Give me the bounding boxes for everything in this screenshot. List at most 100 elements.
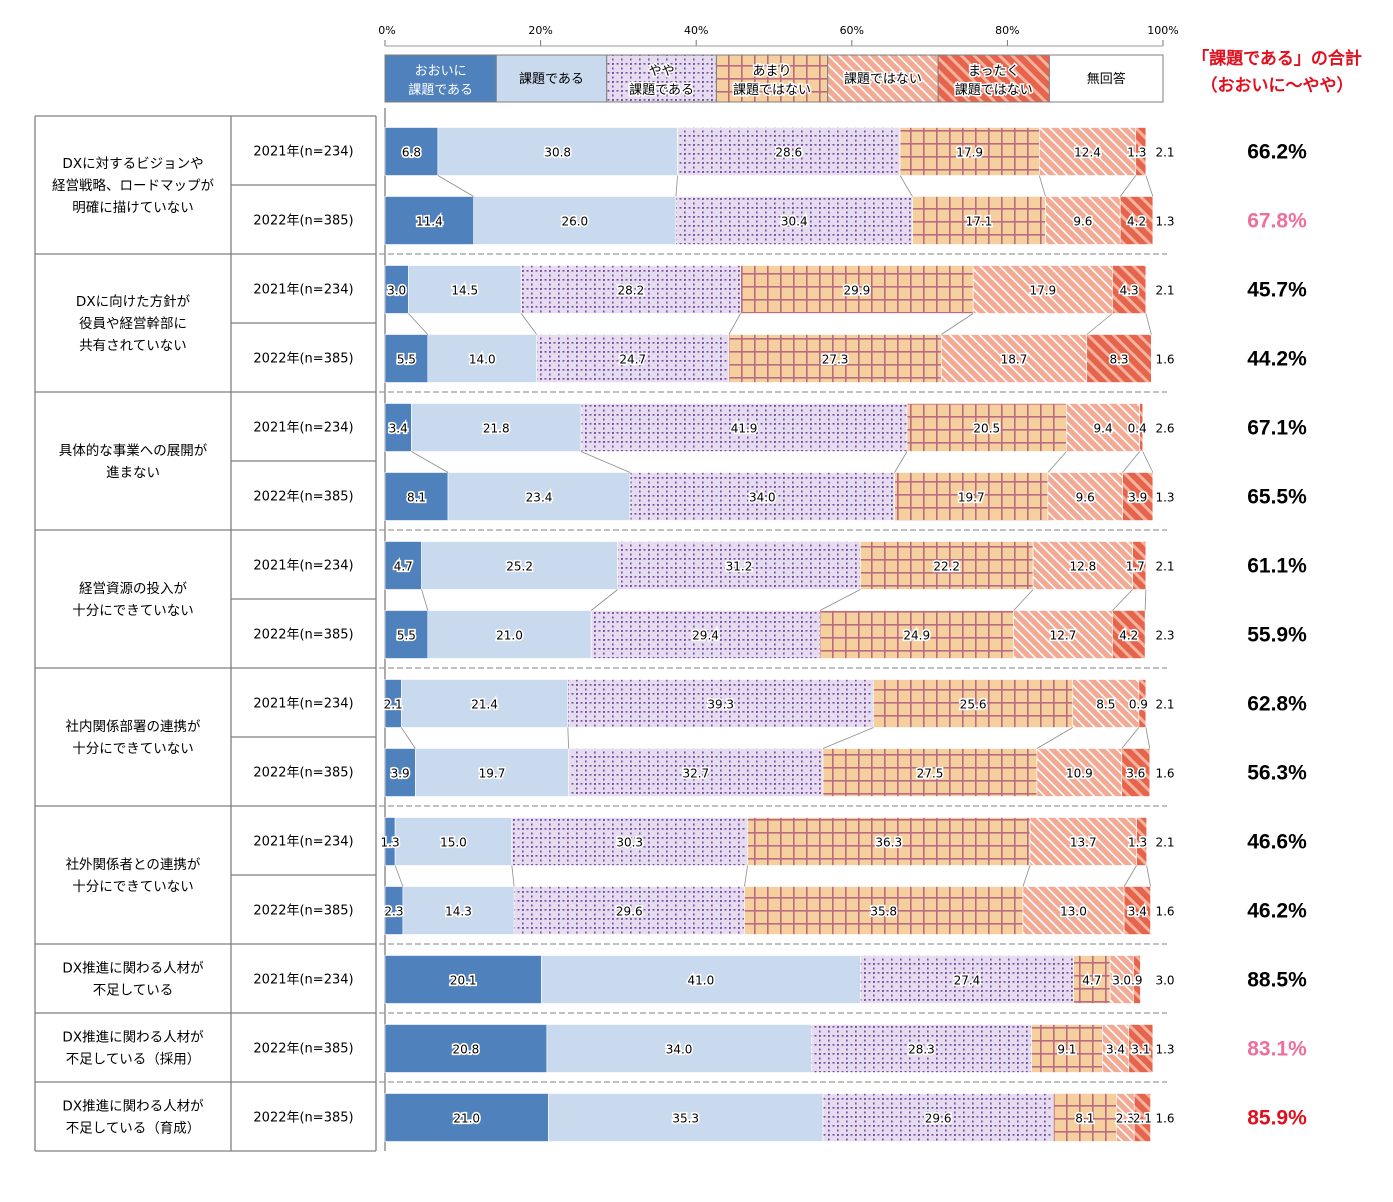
data-label: 30.3 (616, 836, 643, 850)
data-label: 34.0 (666, 1043, 693, 1057)
x-tick-label: 20% (528, 24, 552, 37)
connector-line (580, 451, 631, 473)
data-label: 2.1 (1155, 698, 1174, 712)
bar-segment-s3 (740, 265, 974, 314)
data-label: 20.5 (973, 422, 1000, 436)
data-label: 39.3 (707, 698, 734, 712)
data-label: 4.3 (1120, 284, 1139, 298)
connector-line (1146, 865, 1151, 887)
legend-label: 課題である (629, 82, 694, 98)
bar-segment-s2 (677, 127, 901, 176)
connector-line (1121, 727, 1140, 749)
bar-segment-s6 (1151, 334, 1164, 383)
total-value: 61.1% (1247, 555, 1307, 578)
data-label: 13.7 (1070, 836, 1097, 850)
year-label: 2022年(n=385) (253, 1111, 353, 1126)
legend-label: まったく (968, 64, 1019, 79)
total-value: 45.7% (1247, 279, 1307, 302)
legend-label: あまり (753, 64, 792, 79)
bar-segment-s5 (1138, 679, 1147, 728)
connector-line (1013, 589, 1034, 611)
data-label: 3.0 (1112, 974, 1131, 988)
legend-label: 課題ではない (844, 71, 922, 87)
data-label: 1.3 (1155, 491, 1174, 505)
bar-segment-s2 (568, 748, 824, 797)
total-value: 44.2% (1247, 348, 1307, 371)
category-label: 進まない (106, 465, 160, 481)
bar-segment-s5 (1119, 196, 1154, 245)
bar-segment-s2 (513, 886, 745, 935)
totals-title: （おおいに～やや） (1201, 75, 1354, 95)
bar-segment-s1 (447, 472, 631, 521)
total-value: 56.3% (1247, 762, 1307, 785)
data-label: 2.1 (1155, 836, 1174, 850)
connector-line (511, 865, 515, 887)
data-label: 21.0 (496, 629, 523, 643)
totals-title: 「課題である」の合計 (1192, 48, 1362, 68)
bar-segment-s1 (415, 748, 569, 797)
year-label: 2022年(n=385) (253, 214, 353, 229)
legend-swatch-s6 (1048, 54, 1164, 103)
bar-segment-s3 (819, 610, 1014, 659)
year-label: 2021年(n=234) (253, 559, 353, 574)
x-tick-label: 40% (684, 24, 708, 37)
data-label: 2.3 (384, 905, 403, 919)
data-label: 3.6 (1126, 767, 1145, 781)
x-tick-label: 80% (995, 24, 1019, 37)
data-label: 1.6 (1155, 905, 1174, 919)
data-label: 8.3 (1109, 353, 1128, 367)
data-label: 9.4 (1094, 422, 1113, 436)
data-label: 35.3 (672, 1112, 699, 1126)
data-label: 3.4 (1128, 905, 1147, 919)
data-label: 1.3 (1155, 215, 1174, 229)
bar-segment-s3 (744, 886, 1024, 935)
bar-segment-s1 (401, 679, 569, 728)
data-label: 9.6 (1076, 491, 1095, 505)
data-label: 8.1 (407, 491, 426, 505)
legend-swatch-s1 (495, 54, 608, 103)
data-label: 4.2 (1119, 629, 1138, 643)
data-label: 2.1 (1155, 146, 1174, 160)
bar-segment-s3 (912, 196, 1046, 245)
data-label: 3.9 (391, 767, 410, 781)
legend-label: 課題である (408, 82, 473, 98)
category-label: 共有されていない (79, 338, 187, 354)
data-label: 9.1 (1057, 1043, 1076, 1057)
category-label: DX推進に関わる人材が (62, 961, 204, 977)
connector-line (520, 313, 538, 335)
data-label: 6.8 (402, 146, 421, 160)
connector-line (437, 175, 474, 197)
category-label: 明確に描けていない (72, 200, 194, 216)
connector-line (408, 313, 429, 335)
year-label: 2021年(n=234) (253, 283, 353, 298)
connector-line (899, 175, 913, 197)
bar-segment-s6 (1142, 403, 1163, 452)
total-value: 55.9% (1247, 624, 1307, 647)
data-label: 30.8 (544, 146, 571, 160)
data-label: 14.5 (451, 284, 478, 298)
year-label: 2022年(n=385) (253, 628, 353, 643)
data-label: 25.6 (960, 698, 987, 712)
legend-swatch-s0 (384, 54, 497, 103)
bar-segment-s6 (1152, 472, 1163, 521)
year-label: 2022年(n=385) (253, 904, 353, 919)
bar-segment-s0 (384, 127, 439, 176)
connector-line (1036, 727, 1073, 749)
connector-line (1038, 175, 1046, 197)
bar-segment-s6 (1149, 748, 1163, 797)
category-label: 役員や経営幹部に (79, 315, 187, 332)
data-label: 28.2 (617, 284, 644, 298)
bar-segment-s0 (384, 403, 412, 452)
connector-line (1086, 313, 1113, 335)
data-label: 35.8 (870, 905, 897, 919)
data-label: 5.5 (397, 629, 416, 643)
data-label: 15.0 (440, 836, 467, 850)
data-label: 29.6 (616, 905, 643, 919)
bar-segment-s0 (384, 1093, 549, 1142)
bar-segment-s1 (473, 196, 677, 245)
x-tick-label: 0% (378, 24, 395, 37)
data-label: 3.0 (387, 284, 406, 298)
data-label: 1.3 (381, 836, 400, 850)
